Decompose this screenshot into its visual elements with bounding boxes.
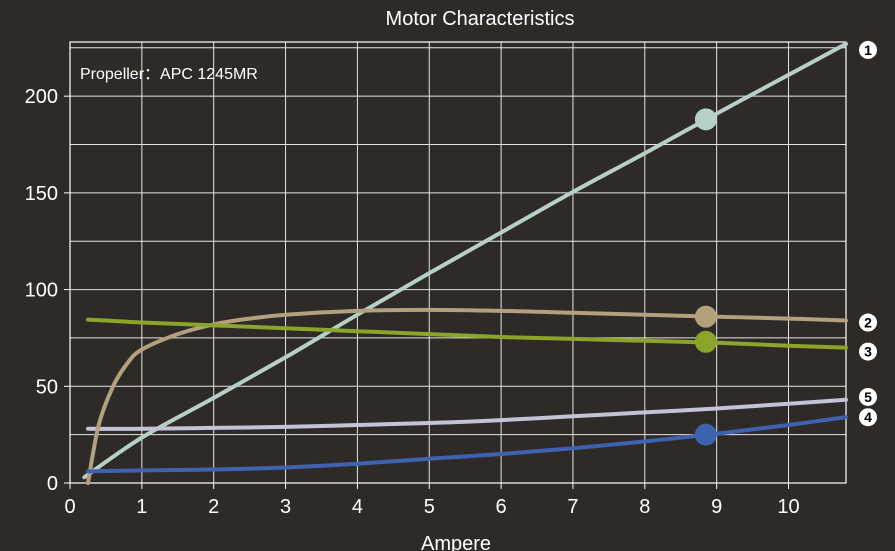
series-label-badge (859, 408, 877, 427)
x-tick-label: 0 (64, 496, 75, 518)
series-label-text: 1 (864, 42, 872, 58)
x-tick-label: 6 (496, 496, 507, 518)
y-tick-label: 0 (47, 473, 58, 495)
series-label-2: 2 (859, 313, 877, 332)
series-label-5: 5 (859, 387, 877, 406)
series-line-5 (86, 397, 848, 431)
x-axis-label: Ampere (421, 533, 491, 551)
series-label-text: 2 (864, 315, 872, 331)
x-tick-label: 4 (352, 496, 363, 518)
x-tick-label: 10 (777, 496, 799, 518)
x-tick-label: 8 (639, 496, 650, 518)
y-tick-label: 150 (25, 183, 58, 205)
series-line-4 (86, 415, 848, 474)
series-label-3: 3 (859, 342, 877, 361)
series-marker-4 (694, 423, 717, 446)
series-label-text: 4 (864, 409, 872, 425)
x-tick-label: 2 (208, 496, 219, 518)
series-marker-2 (694, 305, 717, 328)
x-tick-label: 9 (711, 496, 722, 518)
markers-layer (694, 108, 717, 446)
series-label-text: 3 (864, 344, 872, 360)
series-line-3 (86, 317, 848, 350)
series-marker-1 (694, 108, 717, 131)
series-marker-3 (694, 330, 717, 353)
series-label-text: 5 (864, 389, 872, 405)
series-labels: 1 2 3 4 5 (859, 40, 877, 427)
x-tick-label: 5 (424, 496, 435, 518)
series-layer (82, 41, 848, 485)
series-label-1: 1 (859, 40, 877, 59)
series-label-badge (859, 342, 877, 361)
x-tick-label: 3 (280, 496, 291, 518)
series-label-4: 4 (859, 408, 877, 427)
series-line-2 (86, 307, 848, 485)
x-tick-label: 1 (136, 496, 147, 518)
series-label-badge (859, 40, 877, 59)
y-tick-label: 100 (25, 280, 58, 302)
plot-frame (69, 41, 847, 484)
y-tick-label: 50 (36, 376, 58, 398)
series-line-1 (82, 41, 848, 480)
x-tick-label: 7 (567, 496, 578, 518)
grid (70, 42, 846, 483)
chart-title: Motor Characteristics (386, 8, 575, 30)
series-label-badge (859, 313, 877, 332)
propeller-annotation: Propeller：APC 1245MR (80, 66, 258, 83)
y-tick-label: 200 (25, 86, 58, 108)
series-label-badge (859, 387, 877, 406)
